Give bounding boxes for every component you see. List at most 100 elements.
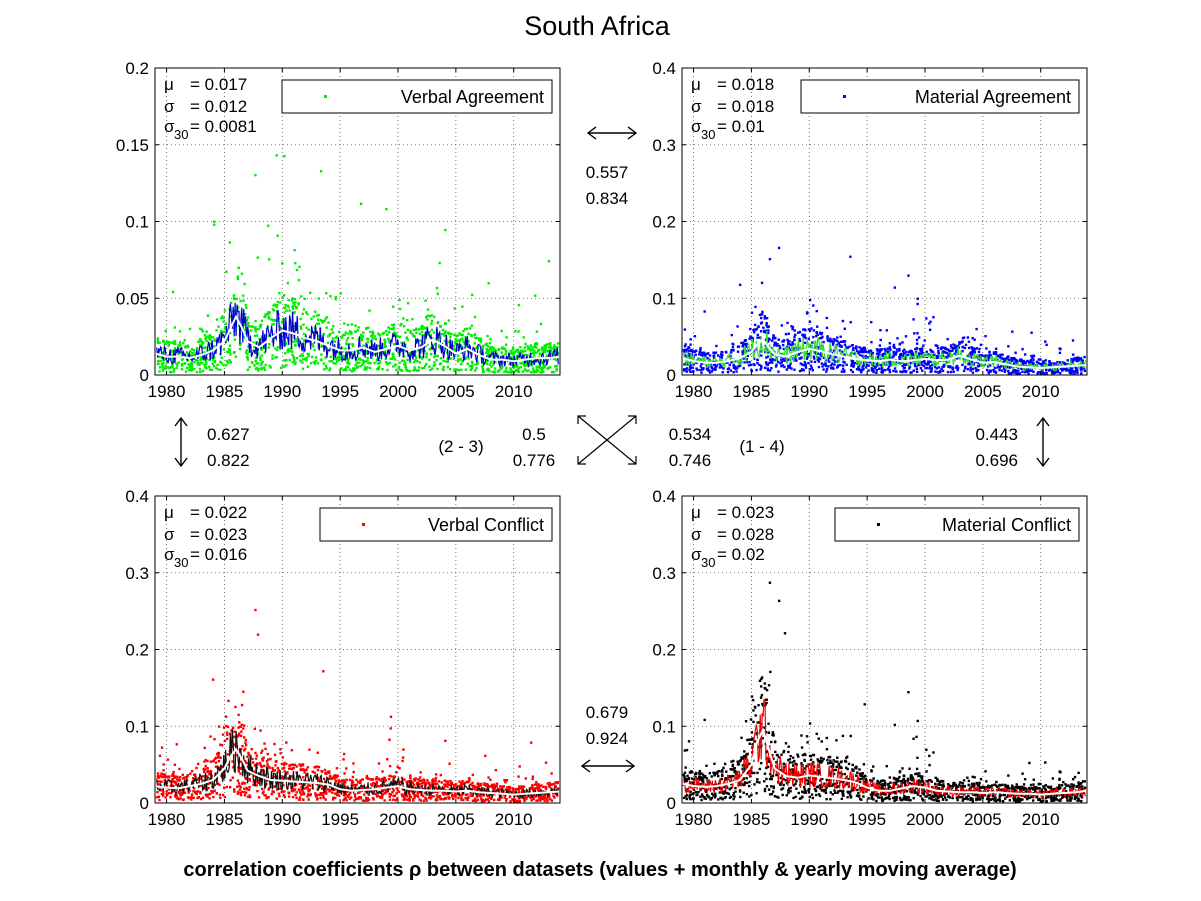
scatter-point: [384, 330, 388, 333]
scatter-point: [834, 360, 837, 363]
scatter-point: [777, 370, 780, 373]
scatter-point: [812, 782, 816, 785]
scatter-point: [533, 342, 537, 346]
scatter-point: [940, 367, 943, 371]
scatter-point: [797, 353, 801, 356]
scatter-point: [857, 365, 860, 369]
scatter-point: [984, 354, 987, 357]
scatter-point: [866, 356, 870, 359]
scatter-point: [465, 780, 469, 783]
scatter-point: [425, 352, 429, 355]
scatter-point: [307, 783, 310, 787]
scatter-point: [504, 781, 507, 784]
scatter-point: [505, 779, 509, 782]
scatter-point: [1029, 358, 1033, 362]
scatter-point: [1059, 347, 1062, 351]
scatter-point: [852, 348, 855, 352]
scatter-point: [295, 765, 298, 768]
scatter-point: [760, 321, 764, 324]
scatter-point: [442, 365, 445, 369]
scatter-point: [693, 773, 697, 776]
scatter-point: [268, 786, 271, 790]
y-tick-label: 0: [140, 794, 149, 813]
scatter-point: [509, 794, 512, 797]
scatter-point: [543, 799, 546, 803]
scatter-point: [710, 792, 714, 795]
scatter-point: [1014, 358, 1018, 362]
scatter-point: [215, 318, 219, 321]
scatter-point: [1037, 361, 1040, 365]
scatter-point: [972, 350, 976, 354]
scatter-point: [490, 350, 493, 354]
scatter-point: [204, 361, 208, 364]
scatter-point: [778, 346, 782, 350]
scatter-point: [507, 371, 511, 374]
scatter-point: [1070, 783, 1073, 786]
scatter-point: [213, 339, 216, 342]
scatter-point: [219, 368, 222, 372]
x-tick-label: 2010: [495, 810, 533, 829]
scatter-point: [195, 766, 198, 770]
scatter-point: [301, 788, 304, 792]
scatter-point: [505, 350, 508, 354]
scatter-point: [529, 786, 532, 790]
scatter-point: [156, 772, 160, 775]
scatter-point: [323, 368, 326, 371]
scatter-point: [880, 369, 884, 372]
scatter-point: [875, 782, 879, 785]
scatter-point: [178, 776, 182, 779]
stat-sigma30-symbol: σ: [164, 545, 175, 564]
scatter-point: [411, 333, 414, 336]
scatter-point: [402, 793, 406, 797]
scatter-point: [378, 362, 381, 365]
scatter-point: [444, 796, 448, 800]
scatter-point: [246, 795, 250, 798]
scatter-point: [362, 360, 366, 363]
scatter-point: [504, 353, 507, 356]
scatter-point: [424, 797, 428, 800]
scatter-point: [282, 763, 286, 767]
scatter-point: [241, 782, 244, 785]
scatter-point: [503, 370, 506, 374]
scatter-point: [242, 736, 246, 739]
scatter-point: [354, 797, 358, 801]
scatter-point: [808, 368, 811, 371]
scatter-point: [167, 791, 171, 795]
scatter-point: [330, 328, 334, 331]
scatter-point: [801, 363, 804, 366]
scatter-point: [530, 348, 534, 352]
scatter-point: [196, 363, 199, 366]
scatter-point: [763, 366, 767, 370]
scatter-point: [457, 343, 461, 346]
scatter-point: [161, 788, 164, 792]
panel-material-agreement: 1980 1985 1990 1995 2000 2005 201000.10.20.30.…: [652, 59, 1088, 401]
scatter-point: [972, 347, 975, 350]
scatter-point: [160, 792, 164, 796]
scatter-point: [1000, 369, 1004, 372]
scatter-point: [973, 338, 976, 341]
scatter-point: [506, 787, 510, 791]
scatter-point: [801, 333, 804, 337]
scatter-point: [874, 366, 877, 370]
scatter-point: [244, 741, 247, 744]
scatter-point: [262, 790, 265, 793]
scatter-point: [429, 797, 433, 800]
scatter-point: [471, 799, 475, 802]
scatter-point: [547, 795, 551, 799]
scatter-point: [825, 316, 829, 320]
scatter-point: [412, 783, 415, 786]
scatter-point: [177, 779, 180, 782]
scatter-point: [359, 797, 363, 800]
scatter-point: [691, 370, 695, 373]
scatter-point: [355, 778, 358, 782]
scatter-point: [434, 773, 438, 776]
scatter-point: [444, 228, 447, 232]
scatter-point: [752, 331, 756, 334]
scatter-point: [879, 328, 882, 332]
scatter-point: [244, 738, 248, 742]
scatter-point: [172, 368, 176, 371]
scatter-point: [917, 336, 921, 339]
scatter-point: [238, 760, 242, 763]
scatter-point: [431, 780, 434, 784]
